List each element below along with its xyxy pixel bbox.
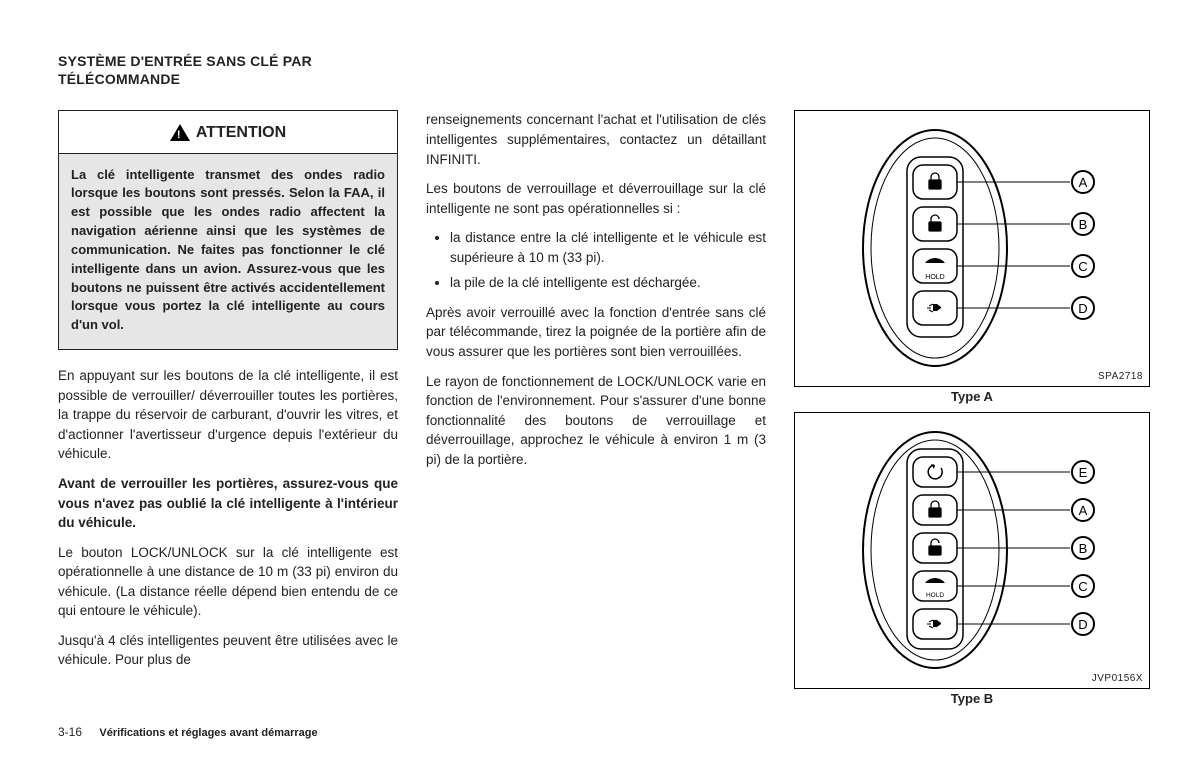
callout-a-C: C [1078,259,1087,274]
hold-text-a: HOLD [925,274,944,281]
callout-b-E: E [1079,465,1088,480]
callout-b-C: C [1078,579,1087,594]
key-fob-b-svg: HOLD [795,413,1149,688]
figures-column: HOLD A [794,110,1150,706]
col2-bullet-2: la pile de la clé intelligente est décha… [450,273,766,293]
col1-p2: Avant de verrouiller les portières, assu… [58,474,398,533]
title-line-2: TÉLÉCOMMANDE [58,71,180,87]
footer-text: Vérifications et réglages avant démarrag… [99,727,317,739]
page-footer: 3-16 Vérifications et réglages avant dém… [58,725,318,739]
col2-p1: renseignements concernant l'achat et l'u… [426,110,766,169]
attention-header: ATTENTION [59,111,397,153]
attention-label: ATTENTION [196,121,286,144]
attention-box: ATTENTION La clé intelligente transmet d… [58,110,398,350]
figure-a-label: Type A [794,389,1150,404]
content-columns: ATTENTION La clé intelligente transmet d… [58,110,1150,706]
callout-a-D: D [1078,301,1087,316]
figure-b-box: HOLD [794,412,1150,689]
column-2: renseignements concernant l'achat et l'u… [426,110,766,706]
figure-b-code: JVP0156X [1092,673,1143,684]
col2-bullet-1: la distance entre la clé intelligente et… [450,228,766,267]
callout-b-B: B [1079,541,1088,556]
warning-triangle-icon [170,124,190,141]
col1-p4: Jusqu'à 4 clés intelligentes peuvent êtr… [58,631,398,670]
figure-a-box: HOLD A [794,110,1150,387]
col2-p4: Le rayon de fonctionnement de LOCK/UNLOC… [426,372,766,470]
hold-text-b: HOLD [926,592,944,599]
section-title: SYSTÈME D'ENTRÉE SANS CLÉ PAR TÉLÉCOMMAN… [58,52,1150,88]
attention-body: La clé intelligente transmet des ondes r… [59,154,397,350]
callout-b-A: A [1079,503,1088,518]
figure-b-wrap: HOLD [794,412,1150,706]
callout-a-A: A [1079,175,1088,190]
callout-a-B: B [1079,217,1088,232]
figure-a-code: SPA2718 [1098,371,1143,382]
page-number: 3-16 [58,725,82,739]
figure-b-label: Type B [794,691,1150,706]
title-line-1: SYSTÈME D'ENTRÉE SANS CLÉ PAR [58,53,312,69]
col2-p3: Après avoir verrouillé avec la fonction … [426,303,766,362]
column-1: ATTENTION La clé intelligente transmet d… [58,110,398,706]
col1-p3: Le bouton LOCK/UNLOCK sur la clé intelli… [58,543,398,621]
col1-p1: En appuyant sur les boutons de la clé in… [58,366,398,464]
col2-bullets: la distance entre la clé intelligente et… [426,228,766,293]
col2-p2: Les boutons de verrouillage et déverroui… [426,179,766,218]
callout-b-D: D [1078,617,1087,632]
figure-a-wrap: HOLD A [794,110,1150,404]
key-fob-a-svg: HOLD A [795,111,1149,386]
